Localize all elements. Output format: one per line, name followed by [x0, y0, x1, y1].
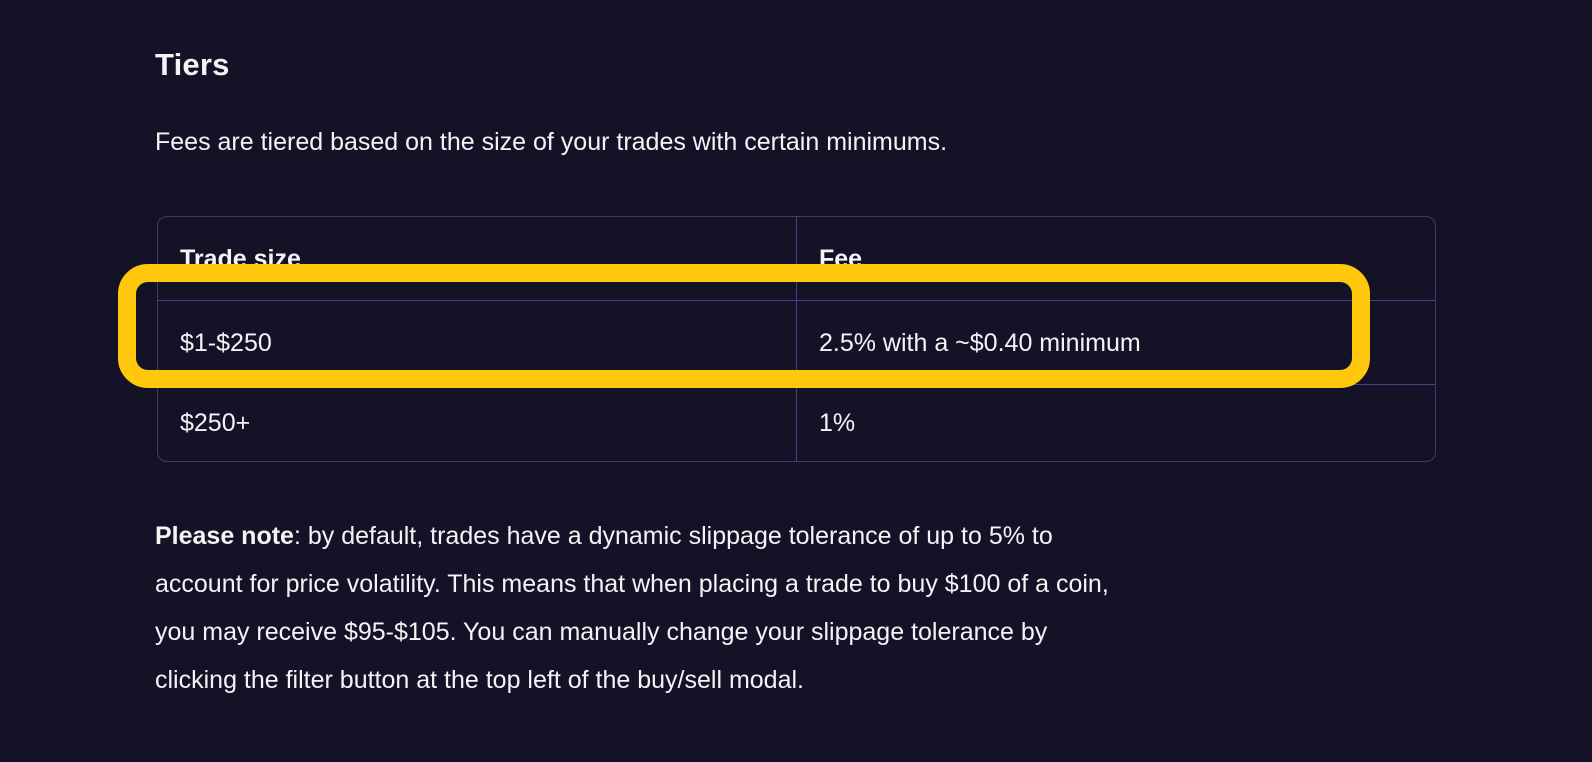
table-row: $250+ 1% [158, 384, 1435, 461]
note-line: you may receive $95-$105. You can manual… [155, 618, 1048, 646]
trade-size-cell: $250+ [158, 385, 797, 461]
fee-cell: 2.5% with a ~$0.40 minimum [819, 328, 1141, 357]
column-header-trade-size: Trade size [158, 217, 797, 300]
table-row: $1-$250 2.5% with a ~$0.40 minimum [158, 300, 1435, 384]
table-header-row: Trade size Fee [158, 217, 1435, 300]
note-paragraph: Please note: by default, trades have a d… [155, 512, 1455, 704]
column-header-fee: Fee [819, 244, 863, 273]
fee-cell: 1% [819, 409, 856, 437]
note-line-text: : by default, trades have a dynamic slip… [293, 522, 1053, 550]
page-title: Tiers [155, 47, 230, 82]
note-line: account for price volatility. This means… [155, 570, 1109, 598]
note-bold-label: Please note [155, 522, 294, 550]
note-line: Please note: by default, trades have a d… [155, 512, 1455, 560]
trade-size-cell: $1-$250 [158, 301, 797, 384]
fee-tier-table: Trade size Fee $1-$250 2.5% with a ~$0.4… [157, 216, 1436, 462]
note-line: clicking the filter button at the top le… [155, 666, 804, 694]
intro-text: Fees are tiered based on the size of you… [155, 128, 948, 156]
